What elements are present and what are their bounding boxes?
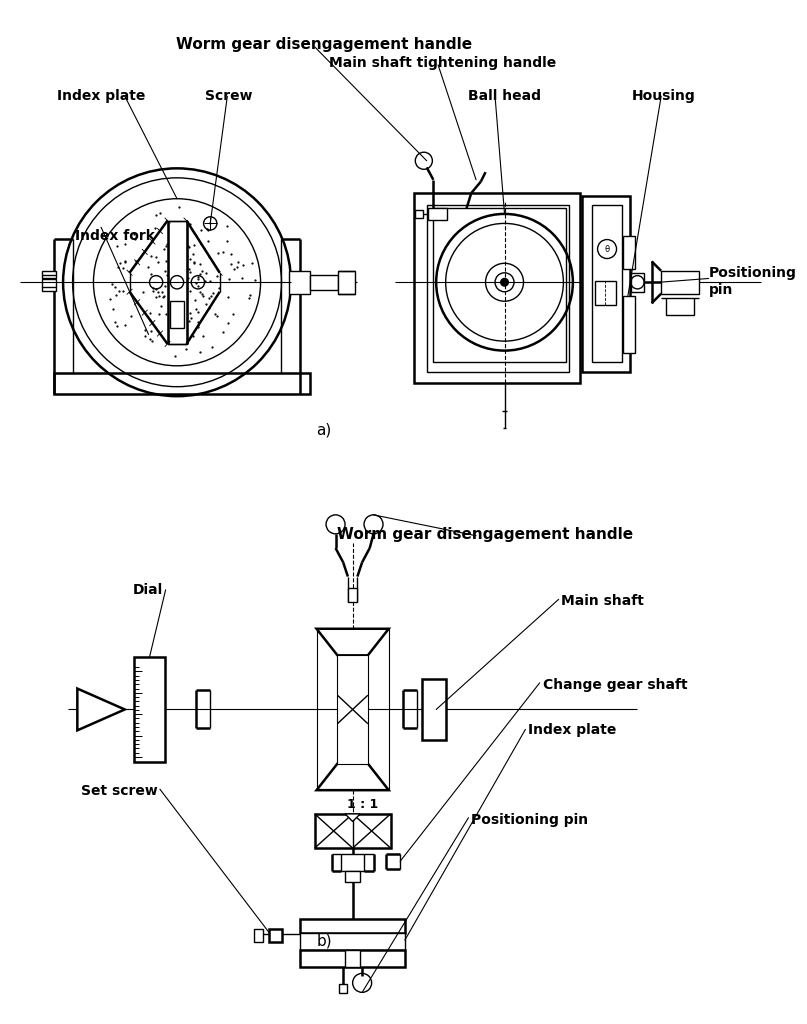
Bar: [592, 206, 622, 362]
Bar: [300, 949, 405, 967]
Bar: [269, 929, 282, 942]
Bar: [315, 814, 391, 848]
Text: Index fork: Index fork: [75, 229, 155, 243]
Bar: [42, 271, 56, 279]
Text: Main shaft: Main shaft: [562, 594, 644, 608]
Bar: [341, 854, 364, 870]
Bar: [289, 271, 310, 294]
Text: 1 : 1: 1 : 1: [346, 798, 378, 811]
Bar: [623, 296, 634, 352]
Bar: [300, 920, 405, 933]
Bar: [345, 870, 360, 883]
Circle shape: [500, 279, 508, 286]
Polygon shape: [316, 629, 389, 655]
Text: Dial: Dial: [132, 583, 163, 597]
Text: pin: pin: [709, 283, 733, 297]
Bar: [338, 271, 356, 294]
Bar: [310, 274, 338, 290]
Polygon shape: [316, 764, 389, 791]
Bar: [345, 949, 360, 967]
Bar: [348, 588, 358, 602]
Bar: [428, 208, 446, 219]
Bar: [422, 679, 445, 739]
Text: Change gear shaft: Change gear shaft: [542, 678, 687, 692]
Bar: [595, 282, 616, 305]
Bar: [414, 194, 580, 383]
Text: Housing: Housing: [632, 89, 696, 103]
Text: a): a): [316, 423, 332, 438]
Text: Main shaft tightening handle: Main shaft tightening handle: [329, 56, 557, 70]
Bar: [666, 298, 694, 315]
Bar: [416, 210, 423, 218]
Bar: [300, 933, 405, 949]
Bar: [168, 220, 186, 344]
Bar: [631, 272, 644, 292]
Polygon shape: [77, 688, 125, 730]
Bar: [583, 196, 629, 372]
Text: Worm gear disengagement handle: Worm gear disengagement handle: [337, 527, 633, 543]
Bar: [42, 280, 56, 291]
Bar: [623, 236, 634, 269]
Bar: [53, 374, 310, 394]
Text: Set screw: Set screw: [82, 784, 158, 798]
Text: Screw: Screw: [206, 89, 253, 103]
Text: Index plate: Index plate: [529, 723, 617, 737]
Text: θ: θ: [604, 245, 609, 254]
Polygon shape: [345, 814, 360, 821]
Text: Ball head: Ball head: [468, 89, 541, 103]
Text: b): b): [316, 934, 332, 948]
Text: Worm gear disengagement handle: Worm gear disengagement handle: [176, 38, 472, 52]
Text: Index plate: Index plate: [56, 89, 145, 103]
Bar: [427, 206, 569, 372]
Bar: [254, 929, 263, 942]
Text: Positioning: Positioning: [709, 266, 797, 280]
Text: Positioning pin: Positioning pin: [471, 813, 588, 826]
Bar: [134, 657, 165, 762]
Bar: [337, 655, 368, 764]
Bar: [433, 208, 567, 362]
Bar: [170, 301, 184, 328]
Bar: [340, 984, 347, 993]
Bar: [661, 271, 699, 294]
Bar: [316, 629, 389, 791]
